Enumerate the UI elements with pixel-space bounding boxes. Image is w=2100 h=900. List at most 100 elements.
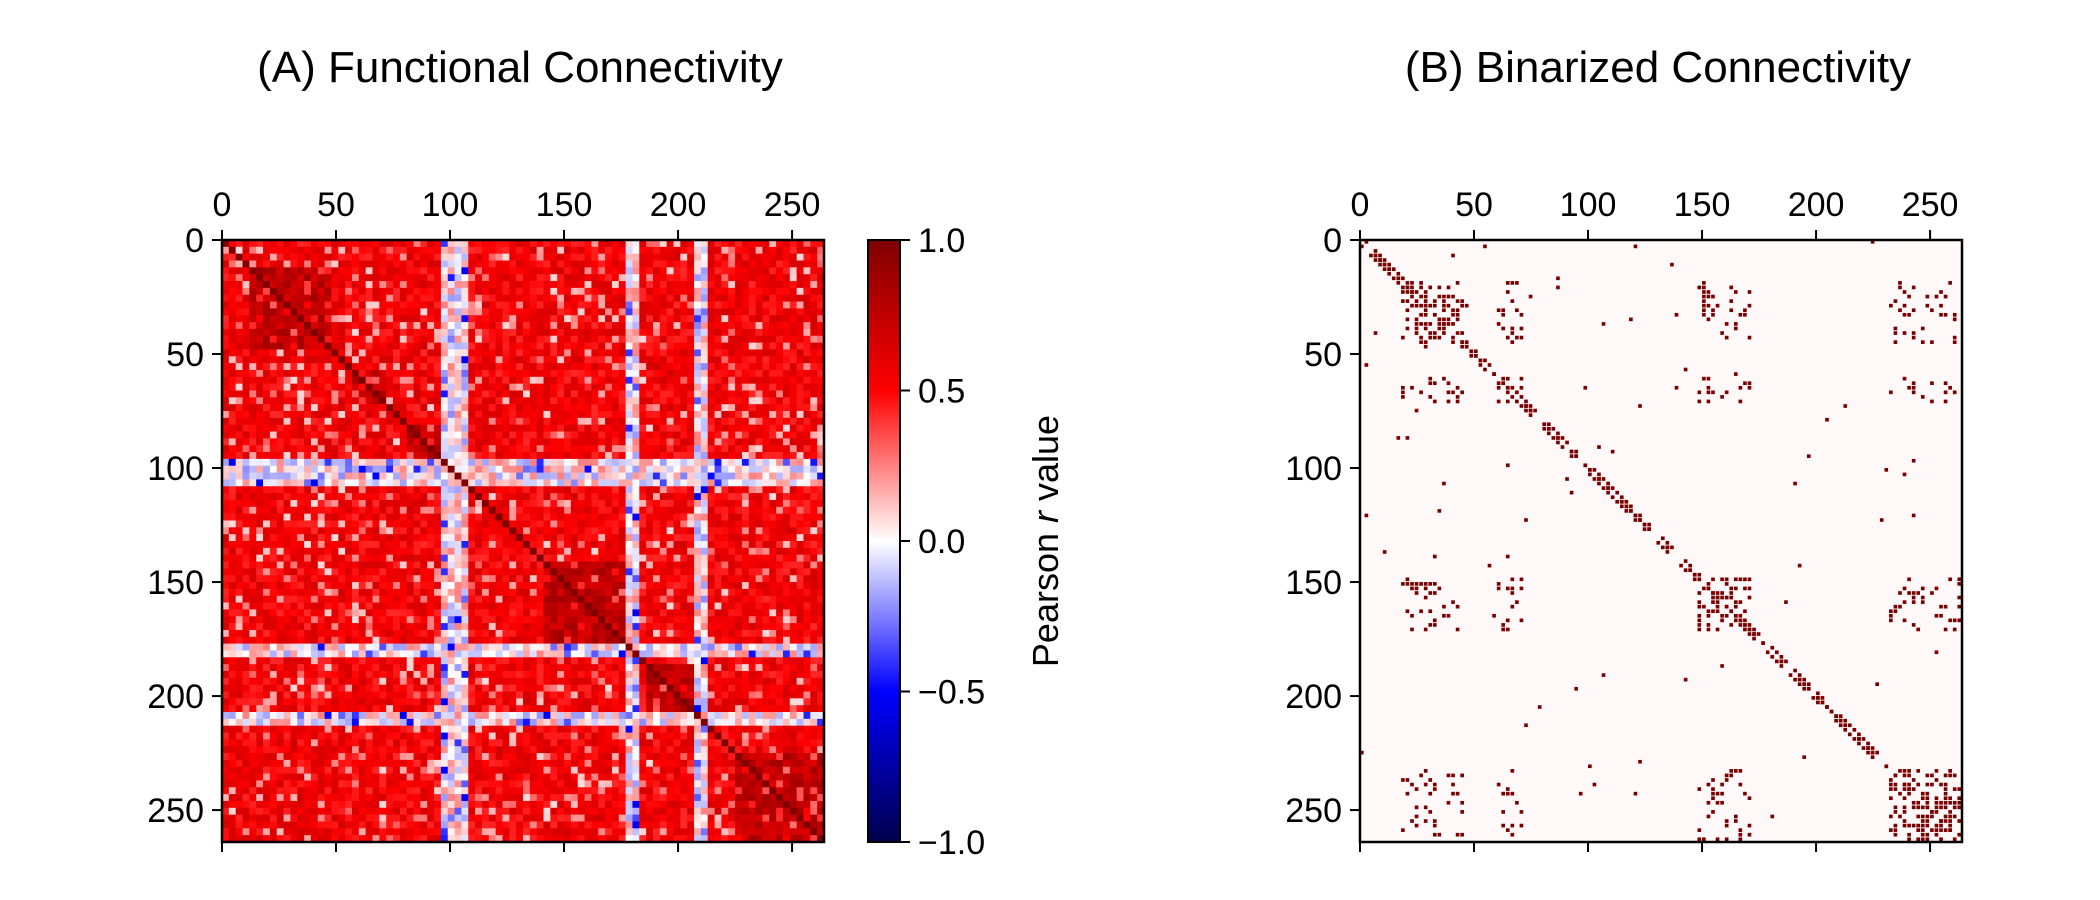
panel-a-cell	[263, 267, 271, 275]
panel-a-cell	[358, 240, 367, 248]
panel-a-cell	[427, 609, 435, 617]
panel-a-cell	[345, 417, 353, 426]
panel-a-cell	[550, 479, 558, 487]
panel-a-cell	[399, 301, 408, 310]
panel-a-cell	[393, 541, 401, 549]
panel-a-cell	[741, 246, 750, 255]
panel-a-cell	[372, 369, 380, 378]
panel-a-cell	[345, 465, 353, 474]
panel-a-cell	[454, 534, 463, 542]
panel-a-cell	[468, 328, 476, 337]
panel-a-cell	[461, 301, 469, 310]
panel-a-cell	[475, 260, 483, 268]
panel-a-cell	[440, 588, 449, 597]
panel-a-cell	[564, 472, 572, 481]
panel-a-cell	[598, 623, 606, 631]
panel-a-cell	[536, 274, 545, 282]
panel-a-cell	[536, 595, 545, 604]
panel-a-cell	[393, 534, 401, 542]
panel-a-cell	[817, 541, 825, 549]
panel-a-cell	[440, 274, 449, 282]
panel-a-cell	[454, 253, 463, 262]
panel-a-cell	[632, 397, 640, 405]
panel-a-cell	[687, 376, 695, 385]
panel-a-cell	[310, 513, 319, 522]
panel-a-cell	[454, 472, 463, 481]
panel-a-cell	[680, 287, 688, 296]
panel-a-cell	[379, 322, 387, 330]
panel-a-cell	[399, 424, 408, 433]
panel-a-cell	[440, 328, 449, 337]
panel-a-cell	[611, 547, 620, 556]
panel-a-cell	[776, 308, 784, 316]
panel-a-cell	[447, 623, 456, 631]
panel-a-cell	[331, 493, 339, 501]
panel-a-cell	[659, 602, 668, 611]
panel-a-cell	[502, 534, 510, 542]
panel-a-cell	[475, 369, 483, 378]
panel-a-cell	[468, 527, 476, 535]
panel-a-cell	[338, 465, 346, 474]
panel-a-cell	[481, 260, 490, 268]
panel-a-cell	[468, 445, 476, 453]
panel-a-cell	[694, 308, 702, 316]
panel-a-cell	[372, 554, 380, 563]
panel-a-cell	[440, 431, 449, 439]
panel-a-cell	[283, 240, 292, 248]
panel-a-cell	[290, 513, 298, 522]
panel-a-cell	[632, 452, 640, 460]
panel-a-cell	[803, 616, 811, 624]
panel-a-cell	[502, 328, 510, 337]
panel-a-heatmap	[222, 240, 825, 843]
panel-a-cell	[256, 458, 264, 467]
panel-a-cell	[276, 452, 285, 460]
panel-a-cell	[222, 465, 230, 474]
panel-a-cell	[249, 602, 257, 611]
panel-a-cell	[502, 452, 510, 460]
panel-a-cell	[707, 609, 716, 617]
panel-a-cell	[570, 315, 579, 323]
panel-a-cell	[700, 588, 709, 597]
panel-a-cell	[755, 520, 764, 528]
panel-a-cell	[782, 616, 791, 624]
panel-a-cell	[317, 376, 326, 385]
panel-a-cell	[310, 547, 319, 556]
panel-a-cell	[728, 486, 736, 494]
panel-a-cell	[297, 561, 305, 569]
panel-a-cell	[249, 445, 257, 453]
panel-a-cell	[728, 513, 736, 522]
panel-a-cell	[447, 609, 456, 617]
panel-a-cell	[310, 588, 319, 597]
panel-a-cell	[721, 486, 729, 494]
panel-a-cell	[345, 568, 353, 576]
panel-a-cell	[317, 547, 326, 556]
panel-a-cell	[461, 609, 469, 617]
panel-a-cell	[564, 452, 572, 460]
panel-a-cell	[523, 452, 531, 460]
panel-a-cell	[228, 582, 237, 590]
panel-a-cell	[810, 472, 818, 481]
panel-a-cell	[420, 493, 428, 501]
panel-a-cell	[427, 342, 435, 351]
panel-a-cell	[803, 369, 811, 378]
panel-a-cell	[317, 253, 326, 262]
panel-a-cell	[735, 281, 743, 289]
panel-a-cell	[310, 424, 319, 433]
panel-a-cell	[263, 301, 271, 310]
panel-a-cell	[434, 356, 442, 364]
panel-a-cell	[564, 623, 572, 631]
panel-a-cell	[434, 445, 442, 453]
panel-a-cell	[694, 253, 702, 262]
panel-a-cell	[652, 445, 661, 453]
panel-a-cell	[324, 369, 333, 378]
panel-a-cell	[748, 465, 757, 474]
panel-a-cell	[427, 356, 435, 364]
panel-a-cell	[652, 438, 661, 446]
panel-a-cell	[714, 452, 722, 460]
panel-a-cell	[570, 281, 579, 289]
panel-a-cell	[228, 335, 237, 344]
panel-a-cell	[338, 315, 346, 323]
panel-a-cell	[440, 506, 449, 515]
panel-a-cell	[741, 281, 750, 289]
panel-a-cell	[413, 445, 421, 453]
